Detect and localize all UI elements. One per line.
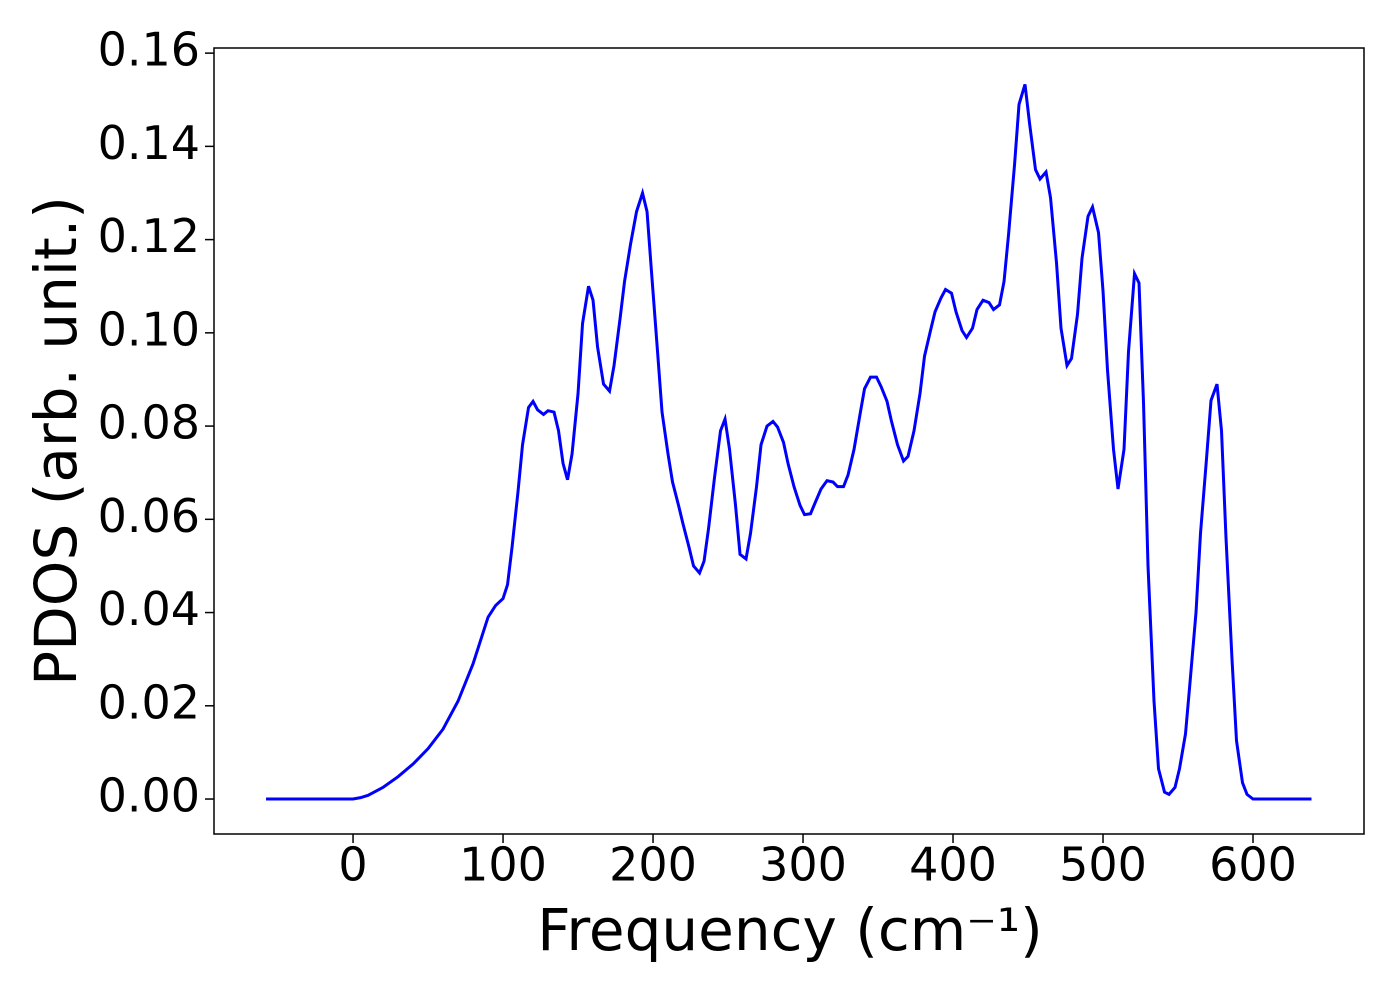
x-tick-label: 200 xyxy=(609,838,697,892)
x-tick-label: 0 xyxy=(338,838,367,892)
y-tick-label: 0.00 xyxy=(98,769,200,823)
y-tick-label: 0.16 xyxy=(98,23,200,77)
y-tick-label: 0.14 xyxy=(98,116,200,170)
x-tick-label: 600 xyxy=(1209,838,1297,892)
y-tick-label: 0.08 xyxy=(98,396,200,450)
x-tick-label: 300 xyxy=(759,838,847,892)
y-axis-label: PDOS (arb. unit.) xyxy=(22,196,90,686)
y-tick-label: 0.12 xyxy=(98,209,200,263)
y-tick-label: 0.10 xyxy=(98,302,200,356)
data-line xyxy=(266,83,1312,801)
y-tick-label: 0.04 xyxy=(98,582,200,636)
x-tick-label: 400 xyxy=(909,838,997,892)
y-tick-label: 0.02 xyxy=(98,675,200,729)
y-tick-label: 0.06 xyxy=(98,489,200,543)
plot-frame xyxy=(213,47,1365,835)
x-axis-label: Frequency (cm⁻¹) xyxy=(537,896,1043,964)
x-tick-label: 100 xyxy=(459,838,547,892)
x-tick-label: 500 xyxy=(1059,838,1147,892)
